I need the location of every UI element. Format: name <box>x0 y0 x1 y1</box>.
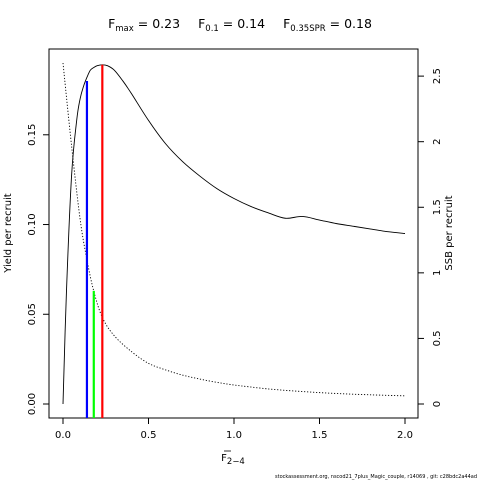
y-right-axis-title: SSB per recruit <box>444 195 455 270</box>
fspr-value: 0.18 <box>344 16 372 31</box>
fmax-sub: max <box>115 24 134 34</box>
y-right-tick-label: 1.5 <box>432 199 443 215</box>
fmax-value: 0.23 <box>152 16 180 31</box>
x-tick-label: 0.0 <box>55 430 71 441</box>
y-left-tick-label: 0.10 <box>27 213 38 235</box>
axes-layer: 0.0 0.5 1.0 1.5 2.0 0.00 0.05 0.10 0.15 0 0.5 1 1.5 2… <box>27 68 443 441</box>
ssb-per-recruit-line <box>62 62 406 397</box>
fspr-sub: 0.35SPR <box>290 24 325 34</box>
f01-sub: 0.1 <box>205 24 219 34</box>
plot-frame <box>48 48 419 419</box>
y-right-tick-label: 2 <box>432 139 443 145</box>
y-right-tick-label: 0.5 <box>432 330 443 346</box>
y-left-tick-label: 0.05 <box>27 303 38 325</box>
chart-title: Fmax = 0.23 F0.1 = 0.14 F0.35SPR = 0.18 <box>108 16 372 34</box>
x-tick-label: 0.5 <box>141 430 157 441</box>
x-axis-title: F2−4 <box>221 453 245 467</box>
y-left-axis-title: Yield per recruit <box>3 193 14 274</box>
x-tick-label: 1.0 <box>226 430 242 441</box>
y-left-tick-label: 0.15 <box>27 124 38 146</box>
x-tick-label: 2.0 <box>397 430 413 441</box>
series-layer <box>62 62 406 405</box>
footer-credit: stockassessment.org, nscod21_7plus_Magic… <box>275 474 477 480</box>
y-left-tick-label: 0.00 <box>27 393 38 415</box>
x-axis-title-sub: 2−4 <box>227 457 245 467</box>
fspr-symbol: F <box>283 16 290 31</box>
y-right-tick-label: 2.5 <box>432 68 443 84</box>
reference-lines-layer <box>85 64 104 418</box>
y-right-tick-label: 1 <box>432 270 443 276</box>
f01-value: 0.14 <box>237 16 265 31</box>
y-right-tick-label: 0 <box>432 401 443 407</box>
fmax-symbol: F <box>108 16 115 31</box>
x-tick-label: 1.5 <box>312 430 328 441</box>
f01-symbol: F <box>198 16 205 31</box>
x-axis-title-symbol: F <box>221 453 227 464</box>
yield-per-recruit-line <box>62 64 406 405</box>
